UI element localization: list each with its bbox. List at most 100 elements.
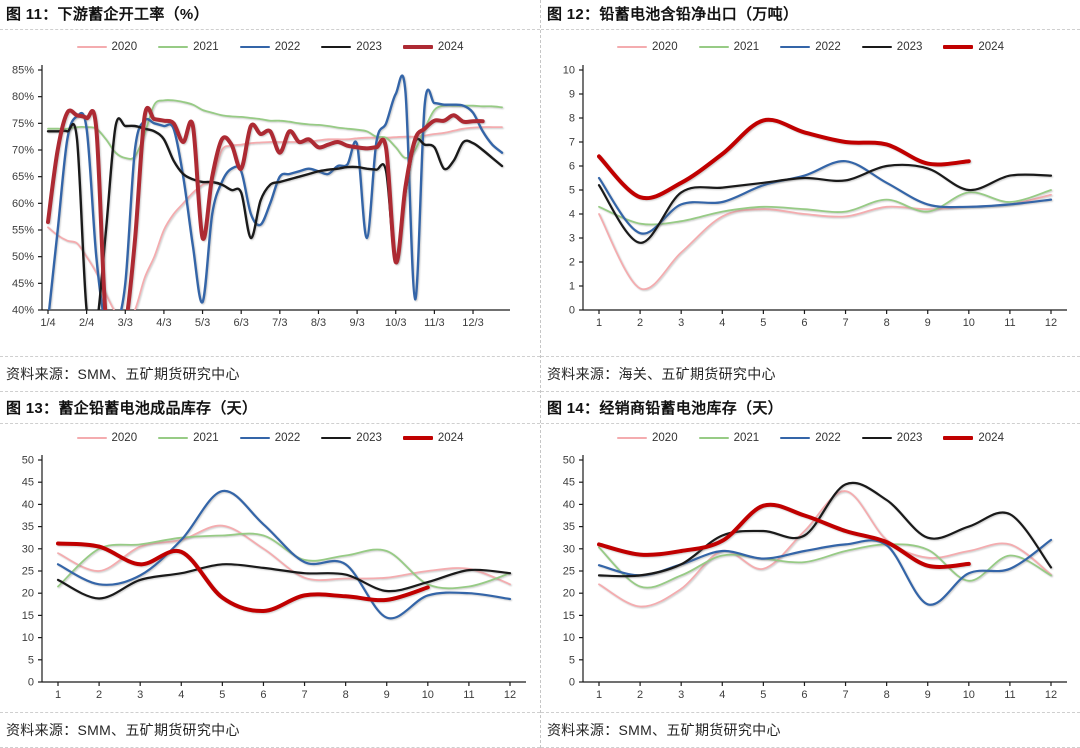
legend-swatch-2024 — [943, 45, 974, 49]
x-tick-label: 10 — [963, 317, 975, 329]
y-tick-label: 40% — [12, 305, 34, 317]
series-2023-line — [597, 163, 1053, 244]
legend-swatch-2022 — [780, 45, 811, 49]
legend-label: 2024 — [437, 432, 464, 444]
source-note: 资料来源：SMM、五矿期货研究中心 — [0, 356, 540, 392]
legend-swatch-2024 — [402, 436, 433, 440]
y-tick-label: 25 — [563, 566, 575, 578]
series-2021-line — [57, 532, 511, 590]
legend-item-2024: 2024 — [943, 432, 1004, 444]
legend-label: 2021 — [193, 432, 219, 444]
axes — [38, 455, 526, 686]
legend-swatch-2022 — [239, 436, 270, 440]
x-tick-label: 12 — [504, 689, 516, 701]
x-tick-label: 4 — [719, 689, 725, 701]
legend-swatch-2024 — [943, 436, 974, 440]
chart-legend: 2020 2021 2022 2023 2024 — [541, 41, 1080, 53]
x-tick-label: 9/3 — [349, 317, 364, 329]
x-tick-label: 8/3 — [311, 317, 326, 329]
x-tick-label: 5 — [760, 317, 766, 329]
y-tick-label: 30 — [22, 543, 34, 555]
y-tick-label: 5 — [569, 185, 575, 197]
legend-swatch-2021 — [158, 46, 189, 48]
y-tick-label: 20 — [22, 588, 34, 600]
y-tick-label: 55% — [12, 225, 34, 237]
source-note: 资料来源：SMM、五矿期货研究中心 — [541, 712, 1080, 748]
y-tick-label: 0 — [569, 305, 575, 317]
legend-label: 2022 — [274, 41, 301, 53]
y-tick-label: 45 — [22, 477, 34, 489]
legend-label: 2023 — [356, 432, 382, 444]
series-lines — [597, 117, 1053, 291]
legend-swatch-2023 — [321, 436, 352, 440]
x-tick-label: 11 — [463, 689, 474, 701]
x-tick-label: 3 — [678, 317, 684, 329]
x-tick-label: 12/3 — [462, 317, 483, 329]
source-note: 资料来源：海关、五矿期货研究中心 — [541, 356, 1080, 392]
y-tick-label: 30 — [563, 543, 575, 555]
series-2023-line — [46, 117, 504, 310]
legend-item-2021: 2021 — [158, 41, 219, 53]
x-tick-label: 12 — [1045, 317, 1057, 329]
legend-item-2023: 2023 — [861, 432, 922, 444]
legend-item-2020: 2020 — [76, 41, 137, 53]
legend-item-2022: 2022 — [239, 41, 301, 53]
axes — [579, 65, 1067, 314]
series-2024-line — [46, 106, 485, 310]
x-tick-label: 10 — [422, 689, 434, 701]
legend-label: 2024 — [978, 432, 1004, 444]
x-tick-label: 11 — [1004, 317, 1015, 329]
x-tick-label: 1 — [55, 689, 61, 701]
chart-panel-fig12: 图 12：铅蓄电池含铅净出口（万吨） 2020 2021 2022 2023 2024 … — [541, 0, 1080, 392]
legend-item-2023: 2023 — [321, 432, 382, 444]
legend-label: 2023 — [896, 41, 923, 53]
legend-swatch-2020 — [76, 46, 107, 48]
x-tick-label: 7 — [301, 689, 307, 701]
legend-swatch-2023 — [861, 436, 892, 440]
x-tick-label: 6 — [801, 689, 807, 701]
y-tick-label: 15 — [22, 610, 34, 622]
chart-panel-fig13: 图 13：蓄企铅蓄电池成品库存（天） 2020 2021 2022 2023 2024 … — [0, 392, 540, 748]
legend-item-2020: 2020 — [76, 432, 137, 444]
legend-swatch-2021 — [698, 46, 729, 48]
series-2020-line — [598, 490, 1052, 608]
x-tick-label: 1 — [596, 317, 602, 329]
series-2020-line — [47, 126, 503, 310]
y-tick-label: 4 — [569, 209, 575, 221]
y-tick-label: 0 — [28, 677, 34, 689]
y-tick-label: 80% — [12, 91, 34, 103]
legend-item-2023: 2023 — [321, 41, 382, 53]
x-tick-label: 1 — [596, 689, 602, 701]
legend-item-2022: 2022 — [780, 432, 841, 444]
chart-body: 2020 2021 2022 2023 2024 0 5 10 15 20 25 30 35 40 45 5… — [541, 424, 1080, 712]
legend-item-2023: 2023 — [861, 41, 923, 53]
y-tick-label: 65% — [12, 171, 34, 183]
x-tick-label: 5 — [219, 689, 225, 701]
y-tick-label: 0 — [569, 677, 575, 689]
legend-item-2020: 2020 — [617, 432, 678, 444]
series-2020-line — [57, 524, 511, 586]
axes — [579, 455, 1067, 686]
y-tick-label: 20 — [563, 588, 575, 600]
legend-swatch-2020 — [617, 437, 648, 439]
legend-swatch-2022 — [780, 436, 811, 440]
series-2022-line — [597, 538, 1053, 606]
chart-body: 2020 2021 2022 2023 2024 0 5 10 15 20 25 30 35 40 45 5… — [0, 424, 540, 712]
legend-item-2024: 2024 — [943, 41, 1004, 53]
y-tick-label: 35 — [563, 521, 575, 533]
legend-item-2024: 2024 — [402, 41, 463, 53]
chart-legend: 2020 2021 2022 2023 2024 — [0, 432, 540, 444]
y-tick-label: 2 — [569, 257, 575, 269]
y-tick-label: 10 — [563, 65, 575, 77]
series-2023-line — [597, 481, 1053, 578]
y-tick-label: 3 — [569, 233, 575, 245]
x-tick-label: 11 — [1004, 689, 1015, 701]
x-tick-label: 1/4 — [40, 317, 55, 329]
source-note: 资料来源：SMM、五矿期货研究中心 — [0, 712, 540, 748]
series-2022-line — [56, 489, 512, 620]
y-tick-label: 45% — [12, 278, 34, 290]
series-2024-line — [597, 117, 971, 201]
y-tick-label: 85% — [12, 65, 34, 77]
